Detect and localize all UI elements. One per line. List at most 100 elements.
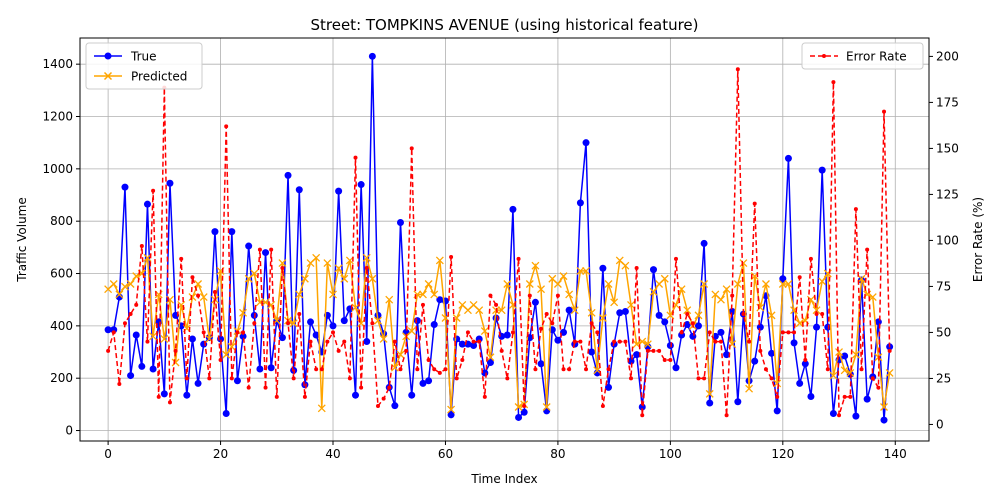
series-true-point <box>515 413 523 421</box>
series-true-point <box>149 365 157 373</box>
series-error-point <box>370 321 375 326</box>
series-predicted-point <box>705 389 714 398</box>
series-error-point <box>718 339 723 344</box>
series-true-point <box>104 326 112 334</box>
series-error-point <box>241 330 246 335</box>
series-error-point <box>246 385 251 390</box>
series-true-point <box>605 383 613 391</box>
series-predicted-point <box>430 290 439 299</box>
series-predicted-point <box>778 280 787 288</box>
series-true-point <box>841 352 849 360</box>
series-error-point <box>156 394 161 399</box>
series-error-point <box>420 302 425 307</box>
series-error-point <box>325 339 330 344</box>
series-true-point <box>784 154 792 162</box>
series-predicted-point <box>553 280 562 288</box>
series-true-point <box>295 186 303 194</box>
series-true-point <box>143 200 151 208</box>
series-error-point <box>392 339 397 344</box>
series-error-point <box>314 367 319 372</box>
series-true-point <box>627 357 635 365</box>
series-predicted-point <box>222 350 231 359</box>
series-error-point <box>589 321 594 326</box>
series-true-point <box>807 393 815 401</box>
series-error-point <box>179 256 184 261</box>
series-predicted-point <box>486 353 495 362</box>
series-error-point <box>544 312 549 317</box>
series-error-point <box>882 109 887 114</box>
x-tick-label: 140 <box>884 447 907 461</box>
series-predicted-point <box>610 298 619 307</box>
series-true-point <box>363 338 371 346</box>
series-true-point <box>880 416 888 424</box>
y-axis-left-label: Traffic Volume <box>15 197 29 283</box>
series-true-point <box>127 372 135 380</box>
legend-right: Error Rate <box>801 42 924 70</box>
series-true-point <box>183 391 191 399</box>
series-error-point <box>797 275 802 280</box>
series-predicted <box>104 253 894 414</box>
series-true-point <box>188 335 196 343</box>
series-true-point <box>616 309 624 317</box>
series-predicted-point <box>317 404 326 413</box>
series-error-point <box>449 254 454 259</box>
y-right-tick-label: 25 <box>936 371 951 385</box>
series-true-point <box>413 317 421 325</box>
series-predicted-point <box>379 334 388 343</box>
series-true-point <box>565 306 573 314</box>
series-true-point <box>790 339 798 347</box>
series-true-point <box>138 362 146 370</box>
series-error-point <box>404 348 409 353</box>
x-tick-label: 80 <box>550 447 565 461</box>
series-error-point <box>527 293 532 298</box>
series-error-point <box>224 124 229 129</box>
series-predicted-point <box>565 290 574 299</box>
series-true-point <box>818 166 826 174</box>
series-predicted-point <box>694 311 703 320</box>
series-predicted-point <box>323 259 332 268</box>
series-predicted-point <box>447 405 456 414</box>
series-true-point <box>301 381 309 389</box>
series-true-point <box>329 322 337 330</box>
series-error-point <box>151 188 156 193</box>
series-error-point <box>724 413 729 418</box>
series-predicted-point <box>840 366 849 375</box>
series-error-point <box>505 376 510 381</box>
series-error-point <box>792 330 797 335</box>
series-true-point <box>661 318 669 326</box>
series-predicted-point <box>362 253 371 262</box>
series-predicted-line <box>107 256 891 410</box>
series-error-point <box>640 413 645 418</box>
series-predicted-point <box>278 259 287 268</box>
series-predicted-point <box>289 319 298 328</box>
series-error-point <box>184 376 189 381</box>
series-predicted-point <box>851 350 860 359</box>
series-predicted-point <box>537 285 546 294</box>
series-error-point <box>848 394 853 399</box>
series-error-point <box>550 321 555 326</box>
series-true-point <box>470 341 478 349</box>
series-true-point <box>666 341 674 349</box>
legend-predicted-marker <box>103 71 113 81</box>
y-right-tick-label: 125 <box>936 187 959 201</box>
series-true-point <box>312 331 320 339</box>
series-true-point <box>245 242 253 250</box>
series-predicted-point <box>300 274 309 283</box>
series-error-point <box>865 247 870 252</box>
series-error-point <box>437 370 442 375</box>
series-error-point <box>803 358 808 363</box>
series-predicted-point <box>115 290 124 299</box>
series-true-point <box>166 179 174 187</box>
series-error-point <box>606 367 611 372</box>
series-error-point <box>634 266 639 271</box>
series-predicted-point <box>149 332 158 341</box>
x-tick-label: 60 <box>438 447 453 461</box>
axes: 0 20 40 60 80 100 120 1400200400600800100012001… <box>42 49 958 461</box>
series-error-point <box>735 67 740 72</box>
series-predicted-point <box>542 403 551 411</box>
series-error-point <box>364 266 369 271</box>
series-error-point <box>679 330 684 335</box>
series-error-point <box>510 330 515 335</box>
series-true-point <box>723 351 731 359</box>
